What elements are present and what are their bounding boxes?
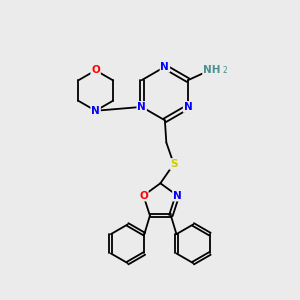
Text: NH: NH (203, 65, 220, 75)
Text: S: S (170, 159, 178, 169)
Text: O: O (91, 65, 100, 75)
Text: N: N (173, 190, 182, 201)
Text: O: O (139, 190, 148, 201)
Text: 2: 2 (223, 66, 228, 75)
Text: N: N (91, 106, 100, 116)
Text: N: N (184, 102, 192, 112)
Text: N: N (137, 102, 146, 112)
Text: N: N (160, 62, 169, 72)
